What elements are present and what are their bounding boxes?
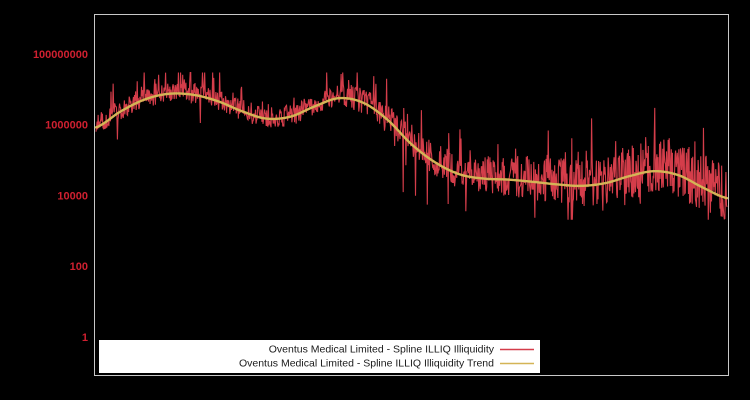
y-axis-tick-labels: 100000000 1000000 10000 100 1 [33, 49, 88, 344]
illiquidity-trend-line [94, 92, 729, 200]
illiquidity-series-line [95, 71, 728, 220]
series-group [94, 71, 729, 220]
y-axis-tick-100000000: 100000000 [33, 49, 88, 61]
legend-background [99, 340, 540, 373]
y-axis-tick-10000: 10000 [57, 190, 88, 202]
y-axis-tick-1000000: 1000000 [45, 120, 88, 132]
legend-label-illiquidity-trend: Oventus Medical Limited - Spline ILLIQ I… [239, 357, 494, 369]
chart-legend[interactable]: Oventus Medical Limited - Spline ILLIQ I… [99, 340, 540, 373]
y-axis-tick-100: 100 [70, 261, 88, 273]
y-axis-tick-1: 1 [82, 332, 88, 344]
legend-label-illiquidity: Oventus Medical Limited - Spline ILLIQ I… [269, 343, 495, 355]
plot-area-border [94, 14, 729, 376]
